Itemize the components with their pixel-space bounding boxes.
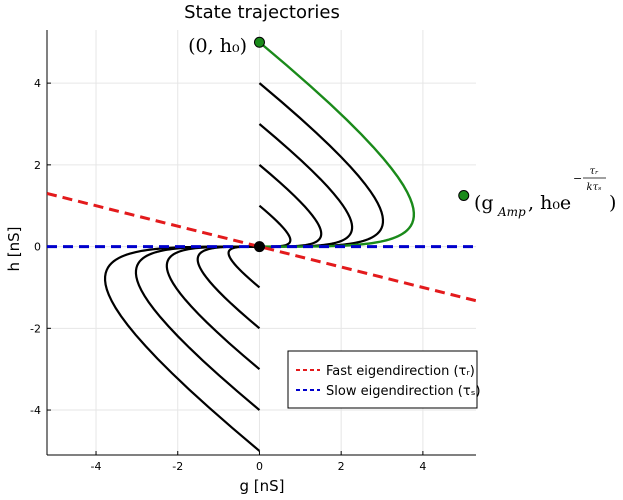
x-tick-label: 0: [256, 460, 263, 473]
peak-label-close: ): [609, 192, 616, 214]
legend: Fast eigendirection (τᵣ) Slow eigendirec…: [287, 350, 481, 409]
y-tick-label: 4: [34, 77, 41, 90]
y-tick-label: -2: [30, 322, 41, 335]
peak-label-minus: −: [573, 172, 582, 185]
fast-eigendirection-line: [47, 192, 476, 303]
x-tick-label: -4: [91, 460, 102, 473]
start-point-marker: [253, 36, 265, 48]
peak-point-label: (g Amp , h₀e − τᵣ kτₛ ): [474, 166, 616, 219]
peak-label-frac-den: kτₛ: [587, 182, 602, 193]
y-tick-label: -4: [30, 404, 41, 417]
black-trajectory: [258, 123, 354, 248]
chart-title: State trajectories: [184, 2, 340, 23]
black-trajectory: [227, 245, 261, 289]
black-trajectory: [258, 164, 323, 248]
black-trajectory: [165, 245, 261, 371]
grid: [47, 30, 476, 455]
legend-label-slow: Slow eigendirection (τₛ): [326, 384, 481, 399]
black-trajectory: [196, 245, 261, 330]
start-point-label: (0, h₀): [188, 35, 247, 57]
peak-label-sub: Amp: [497, 205, 526, 219]
origin-point-marker: [253, 241, 265, 253]
plot-frame: [46, 30, 476, 456]
y-axis-label: h [nS]: [5, 226, 23, 271]
annotations: (0, h₀) (g Amp , h₀e − τᵣ kτₛ ): [188, 35, 616, 219]
peak-label-main: (g: [474, 192, 494, 214]
legend-box: [287, 350, 478, 409]
x-axis-label: g [nS]: [239, 477, 284, 495]
y-tick-label: 2: [34, 159, 41, 172]
peak-label-frac-num: τᵣ: [589, 166, 599, 177]
x-tick-label: 2: [338, 460, 345, 473]
markers: [253, 36, 470, 253]
peak-label-mid: , h₀e: [528, 192, 571, 214]
black-trajectory: [258, 204, 292, 248]
x-tick-label: 4: [419, 460, 426, 473]
y-tick-label: 0: [34, 241, 41, 254]
legend-label-fast: Fast eigendirection (τᵣ): [326, 364, 475, 379]
axis-ticks: -4 -2 0 2 4 -4 -2 0 2 4: [30, 77, 426, 473]
peak-point-marker: [458, 190, 470, 202]
x-tick-label: -2: [172, 460, 183, 473]
